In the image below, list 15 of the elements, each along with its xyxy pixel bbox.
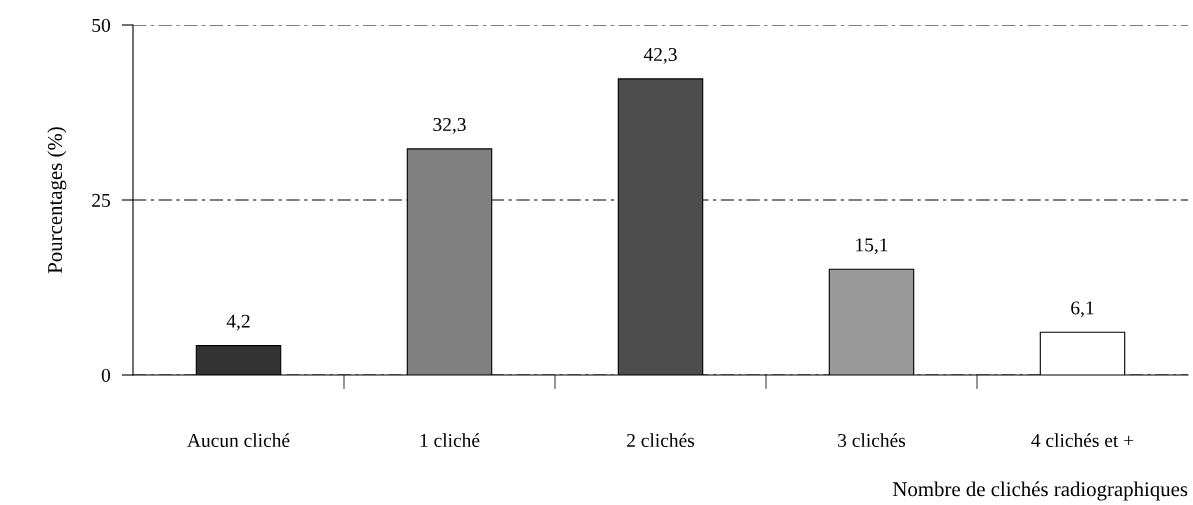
data-label: 42,3 — [643, 47, 677, 64]
x-tick-label: Aucun cliché — [187, 433, 290, 448]
x-tick-label: 4 clichés et + — [1031, 433, 1134, 448]
data-label: 15,1 — [856, 238, 888, 255]
x-tick-label: 2 clichés — [627, 433, 695, 448]
y-axis-title: Pourcentages (%) — [47, 127, 67, 274]
data-label: 32,3 — [433, 117, 466, 134]
y-tick-label: 25 — [92, 193, 111, 207]
data-label: 6,1 — [1071, 301, 1094, 318]
y-tick-label: 50 — [92, 18, 111, 32]
x-tick-label: 3 clichés — [838, 433, 906, 448]
x-axis-title: Nombre de clichés radiographiques — [892, 481, 1188, 501]
data-label: 4,2 — [226, 314, 250, 331]
x-tick-label: 1 cliché — [420, 433, 480, 448]
y-tick-label: 0 — [101, 368, 111, 382]
